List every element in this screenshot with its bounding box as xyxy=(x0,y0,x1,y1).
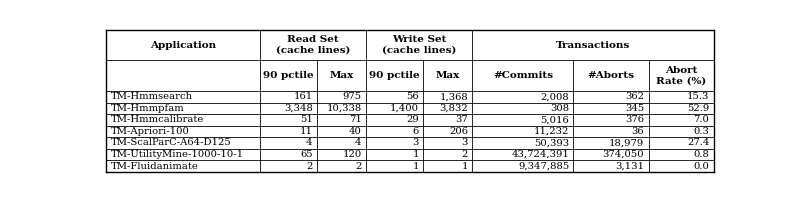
Text: 362: 362 xyxy=(625,92,644,101)
Text: 2: 2 xyxy=(306,162,313,171)
Text: 15.3: 15.3 xyxy=(687,92,710,101)
Text: 56: 56 xyxy=(406,92,419,101)
Text: 2: 2 xyxy=(355,162,362,171)
Text: 40: 40 xyxy=(349,127,362,136)
Text: 6: 6 xyxy=(413,127,419,136)
Text: TM-Hmmsearch: TM-Hmmsearch xyxy=(110,92,193,101)
Text: 90 pctile: 90 pctile xyxy=(263,71,314,80)
Text: Read Set
(cache lines): Read Set (cache lines) xyxy=(275,35,350,55)
Text: 51: 51 xyxy=(300,115,313,124)
Text: TM-Apriori-100: TM-Apriori-100 xyxy=(110,127,190,136)
Text: 11: 11 xyxy=(300,127,313,136)
Text: 308: 308 xyxy=(550,104,569,113)
Text: 161: 161 xyxy=(294,92,313,101)
Text: 5,016: 5,016 xyxy=(540,115,569,124)
Text: 4: 4 xyxy=(355,138,362,147)
Text: 7.0: 7.0 xyxy=(694,115,710,124)
Text: 1: 1 xyxy=(413,162,419,171)
Text: #Aborts: #Aborts xyxy=(587,71,634,80)
Text: 11,232: 11,232 xyxy=(534,127,569,136)
Text: 376: 376 xyxy=(625,115,644,124)
Text: 27.4: 27.4 xyxy=(687,138,710,147)
Text: 65: 65 xyxy=(300,150,313,159)
Text: 43,724,391: 43,724,391 xyxy=(511,150,569,159)
Text: TM-Hmmcalibrate: TM-Hmmcalibrate xyxy=(110,115,204,124)
Text: 1: 1 xyxy=(462,162,468,171)
Text: 3,131: 3,131 xyxy=(615,162,644,171)
Text: Write Set
(cache lines): Write Set (cache lines) xyxy=(382,35,456,55)
Text: 29: 29 xyxy=(406,115,419,124)
Text: 50,393: 50,393 xyxy=(534,138,569,147)
Text: TM-ScalParC-A64-D125: TM-ScalParC-A64-D125 xyxy=(110,138,231,147)
Text: 3,832: 3,832 xyxy=(439,104,468,113)
Text: TM-Hmmpfam: TM-Hmmpfam xyxy=(110,104,184,113)
Text: 10,338: 10,338 xyxy=(326,104,362,113)
Text: 345: 345 xyxy=(625,104,644,113)
Text: 90 pctile: 90 pctile xyxy=(370,71,420,80)
Text: 2,008: 2,008 xyxy=(540,92,569,101)
Text: 1,368: 1,368 xyxy=(439,92,468,101)
Text: Application: Application xyxy=(150,41,216,50)
Text: 0.0: 0.0 xyxy=(694,162,710,171)
Text: Transactions: Transactions xyxy=(556,41,630,50)
Text: 206: 206 xyxy=(449,127,468,136)
Text: 374,050: 374,050 xyxy=(602,150,644,159)
Text: 3: 3 xyxy=(462,138,468,147)
Text: 37: 37 xyxy=(455,115,468,124)
Text: 0.3: 0.3 xyxy=(694,127,710,136)
Text: 52.9: 52.9 xyxy=(687,104,710,113)
Text: 18,979: 18,979 xyxy=(609,138,644,147)
Text: 9,347,885: 9,347,885 xyxy=(518,162,569,171)
Text: Max: Max xyxy=(330,71,354,80)
Text: 1: 1 xyxy=(413,150,419,159)
Text: 1,400: 1,400 xyxy=(390,104,419,113)
Text: 120: 120 xyxy=(342,150,362,159)
Text: 71: 71 xyxy=(349,115,362,124)
Text: Max: Max xyxy=(436,71,460,80)
Text: 3: 3 xyxy=(413,138,419,147)
Text: TM-Fluidanimate: TM-Fluidanimate xyxy=(110,162,198,171)
Text: 36: 36 xyxy=(631,127,644,136)
Text: 3,348: 3,348 xyxy=(284,104,313,113)
Text: 0.8: 0.8 xyxy=(694,150,710,159)
Text: 975: 975 xyxy=(342,92,362,101)
Text: 4: 4 xyxy=(306,138,313,147)
Text: TM-UtilityMine-1000-10-1: TM-UtilityMine-1000-10-1 xyxy=(110,150,244,159)
Text: Abort
Rate (%): Abort Rate (%) xyxy=(656,66,706,85)
Text: 2: 2 xyxy=(462,150,468,159)
Text: #Commits: #Commits xyxy=(493,71,553,80)
